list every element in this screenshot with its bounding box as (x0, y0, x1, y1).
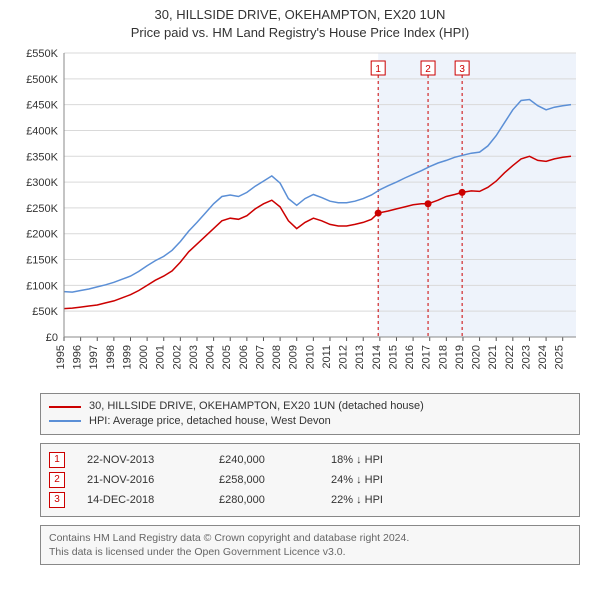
attribution-line1: Contains HM Land Registry data © Crown c… (49, 531, 571, 545)
sale-event-row: 2 21-NOV-2016 £258,000 24% ↓ HPI (49, 470, 571, 490)
svg-text:2024: 2024 (537, 345, 549, 369)
legend-label-price-paid: 30, HILLSIDE DRIVE, OKEHAMPTON, EX20 1UN… (89, 399, 424, 414)
svg-text:2022: 2022 (504, 345, 516, 369)
sale-event-price: £280,000 (219, 494, 309, 506)
sale-event-delta: 18% ↓ HPI (331, 454, 441, 466)
svg-text:2019: 2019 (454, 345, 466, 369)
legend-label-hpi: HPI: Average price, detached house, West… (89, 414, 331, 429)
svg-text:£350K: £350K (26, 151, 58, 163)
sale-event-marker-icon: 1 (49, 452, 65, 468)
svg-text:2: 2 (425, 64, 431, 75)
svg-text:2008: 2008 (271, 345, 283, 369)
sale-event-marker-icon: 2 (49, 472, 65, 488)
svg-text:£100K: £100K (26, 280, 58, 292)
sale-events-box: 1 22-NOV-2013 £240,000 18% ↓ HPI 2 21-NO… (40, 443, 580, 517)
svg-text:£200K: £200K (26, 229, 58, 241)
svg-text:1999: 1999 (121, 345, 133, 369)
svg-text:2003: 2003 (188, 345, 200, 369)
svg-text:2001: 2001 (155, 345, 167, 369)
legend-row-hpi: HPI: Average price, detached house, West… (49, 414, 571, 429)
svg-text:2011: 2011 (321, 345, 333, 369)
svg-text:2017: 2017 (421, 345, 433, 369)
svg-text:£400K: £400K (26, 126, 58, 138)
sale-event-row: 1 22-NOV-2013 £240,000 18% ↓ HPI (49, 450, 571, 470)
svg-text:2014: 2014 (371, 345, 383, 369)
svg-text:2021: 2021 (487, 345, 499, 369)
svg-text:£0: £0 (46, 332, 58, 344)
price-chart: £0 £50K £100K £150K £200K £250K £300K £350K £400… (20, 47, 580, 385)
svg-text:2023: 2023 (520, 345, 532, 369)
legend-box: 30, HILLSIDE DRIVE, OKEHAMPTON, EX20 1UN… (40, 393, 580, 435)
svg-text:2009: 2009 (288, 345, 300, 369)
svg-text:1996: 1996 (72, 345, 84, 369)
attribution-box: Contains HM Land Registry data © Crown c… (40, 525, 580, 565)
attribution-line2: This data is licensed under the Open Gov… (49, 545, 571, 559)
svg-text:2006: 2006 (238, 345, 250, 369)
svg-text:2025: 2025 (554, 345, 566, 369)
legend-swatch-hpi (49, 420, 81, 422)
sale-event-marker-icon: 3 (49, 492, 65, 508)
svg-text:1: 1 (375, 64, 381, 75)
svg-text:1997: 1997 (88, 345, 100, 369)
svg-text:3: 3 (459, 64, 465, 75)
sale-event-delta: 24% ↓ HPI (331, 474, 441, 486)
svg-text:2007: 2007 (254, 345, 266, 369)
svg-text:2010: 2010 (304, 345, 316, 369)
svg-text:2000: 2000 (138, 345, 150, 369)
svg-text:2002: 2002 (171, 345, 183, 369)
svg-text:2005: 2005 (221, 345, 233, 369)
legend-swatch-price-paid (49, 406, 81, 408)
chart-title-line2: Price paid vs. HM Land Registry's House … (0, 24, 600, 42)
sale-event-price: £240,000 (219, 454, 309, 466)
sale-event-date: 14-DEC-2018 (87, 494, 197, 506)
sale-event-delta: 22% ↓ HPI (331, 494, 441, 506)
svg-text:2013: 2013 (354, 345, 366, 369)
svg-text:£450K: £450K (26, 100, 58, 112)
legend-row-price-paid: 30, HILLSIDE DRIVE, OKEHAMPTON, EX20 1UN… (49, 399, 571, 414)
svg-text:£300K: £300K (26, 177, 58, 189)
sale-event-row: 3 14-DEC-2018 £280,000 22% ↓ HPI (49, 490, 571, 510)
svg-text:2020: 2020 (471, 345, 483, 369)
chart-container: £0 £50K £100K £150K £200K £250K £300K £350K £400… (20, 47, 580, 385)
svg-text:2004: 2004 (205, 345, 217, 369)
sale-event-price: £258,000 (219, 474, 309, 486)
svg-text:£150K: £150K (26, 255, 58, 267)
svg-text:2015: 2015 (387, 345, 399, 369)
svg-text:1998: 1998 (105, 345, 117, 369)
svg-text:£250K: £250K (26, 203, 58, 215)
svg-text:1995: 1995 (55, 345, 67, 369)
svg-text:£500K: £500K (26, 74, 58, 86)
svg-text:£50K: £50K (32, 306, 58, 318)
svg-text:2016: 2016 (404, 345, 416, 369)
svg-text:2012: 2012 (338, 345, 350, 369)
sale-event-date: 22-NOV-2013 (87, 454, 197, 466)
chart-title-line1: 30, HILLSIDE DRIVE, OKEHAMPTON, EX20 1UN (0, 6, 600, 24)
svg-text:£550K: £550K (26, 48, 58, 60)
svg-text:2018: 2018 (437, 345, 449, 369)
sale-event-date: 21-NOV-2016 (87, 474, 197, 486)
